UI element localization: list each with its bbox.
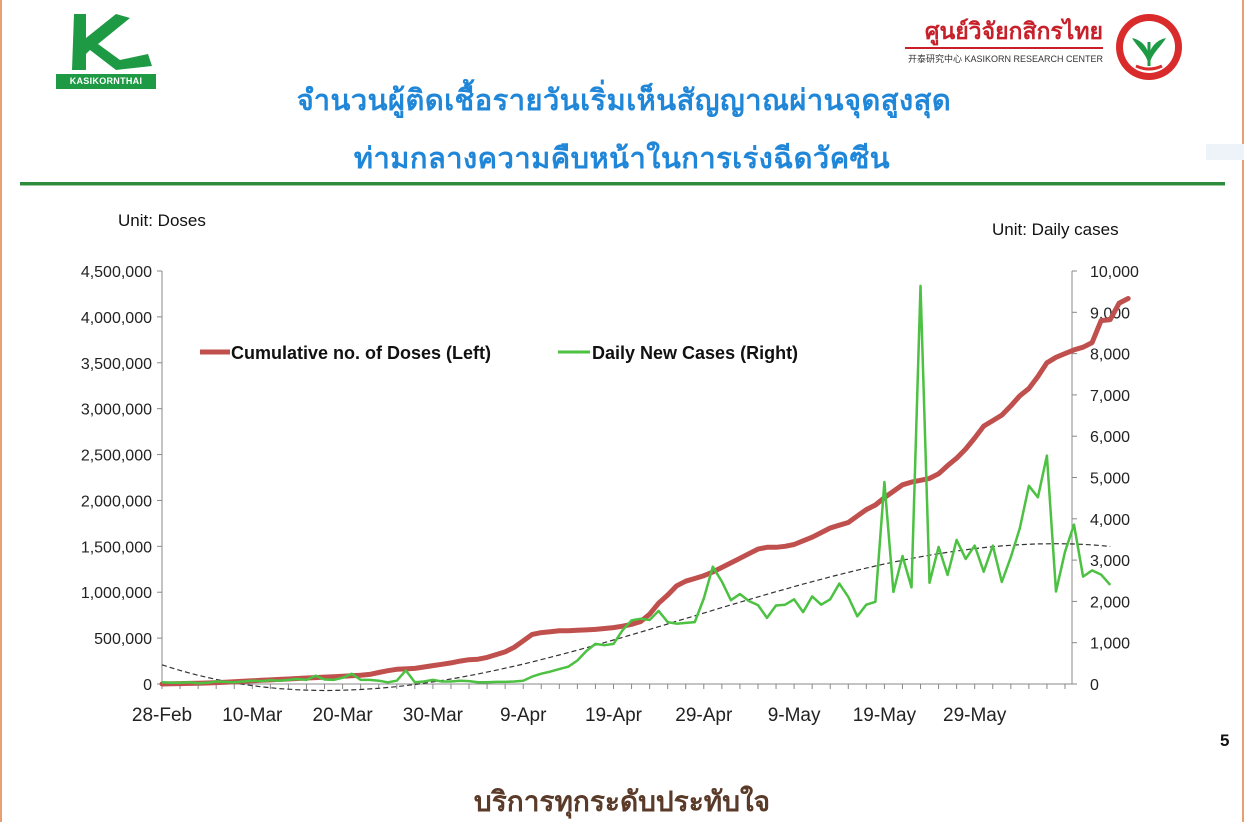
- kasikornthai-wordmark: KASIKORNTHAI: [56, 74, 156, 89]
- slide-title-line2: ท่ามกลางความคืบหน้าในการเร่งฉีดวัคซีน: [353, 141, 891, 175]
- footer-tagline: บริการทุกระดับประทับใจ: [473, 785, 771, 818]
- slide-title-line1: จำนวนผู้ติดเชื้อรายวันเริ่มเห็นสัญญาณผ่า…: [296, 83, 952, 117]
- page-number: 5: [1220, 731, 1230, 750]
- right-y-tick-label: 6,000: [1090, 429, 1130, 446]
- x-tick-label: 20-Mar: [313, 705, 374, 726]
- x-tick-label: 28-Feb: [132, 705, 192, 726]
- doses-cases-chart: Unit: Doses Unit: Daily cases 0 500,000 1,…: [81, 211, 1139, 726]
- right-y-tick-label: 2,000: [1090, 594, 1130, 611]
- left-y-tick-label: 2,500,000: [81, 448, 152, 465]
- research-center-subtitle: 开泰研究中心 KASIKORN RESEARCH CENTER: [907, 54, 1103, 64]
- x-tick-label: 9-Apr: [500, 705, 547, 726]
- right-y-tick-label: 8,000: [1090, 347, 1130, 364]
- right-y-tick-label: 10,000: [1090, 264, 1139, 281]
- left-y-tick-label: 1,500,000: [81, 539, 152, 556]
- right-y-tick-label: 3,000: [1090, 553, 1130, 570]
- right-y-tick-label: 0: [1090, 677, 1099, 694]
- left-y-tick-label: 4,500,000: [81, 264, 152, 281]
- series-line-daily-cases: [161, 284, 1112, 685]
- header-divider-shadow: [20, 185, 1225, 186]
- kasikornthai-logo: KASIKORNTHAI: [56, 8, 156, 90]
- research-center-rule: [905, 47, 1103, 49]
- axes: 0 500,000 1,000,000 1,500,000 2,000,000 2,500…: [81, 264, 1139, 726]
- left-y-tick-label: 3,500,000: [81, 356, 152, 373]
- x-tick-label: 29-May: [943, 705, 1007, 726]
- x-tick-label: 19-Apr: [585, 705, 643, 726]
- slide-nav-indicator: [1206, 144, 1244, 160]
- left-y-tick-label: 4,000,000: [81, 310, 152, 327]
- kasikorn-seal-icon: [1116, 14, 1182, 80]
- legend: Cumulative no. of Doses (Left) Daily New…: [200, 343, 798, 363]
- left-y-tick-label: 3,000,000: [81, 402, 152, 419]
- left-y-tick-label: 500,000: [94, 631, 152, 648]
- x-tick-label: 30-Mar: [403, 705, 464, 726]
- x-tick-label: 19-May: [853, 705, 917, 726]
- left-y-tick-label: 2,000,000: [81, 493, 152, 510]
- kasikornthai-k-icon: [72, 14, 152, 70]
- slide-border-left: [0, 0, 2, 822]
- right-y-tick-label: 5,000: [1090, 471, 1130, 488]
- trend-line: [161, 543, 1111, 692]
- slide-border-right: [1242, 0, 1244, 822]
- x-tick-label: 9-May: [768, 705, 821, 726]
- x-tick-label: 10-Mar: [222, 705, 283, 726]
- series-line-doses: [159, 296, 1131, 687]
- legend-label-doses: Cumulative no. of Doses (Left): [231, 343, 491, 363]
- right-unit-label: Unit: Daily cases: [992, 220, 1119, 239]
- right-y-tick-label: 9,000: [1090, 305, 1130, 322]
- legend-label-cases: Daily New Cases (Right): [592, 343, 798, 363]
- right-y-tick-label: 4,000: [1090, 512, 1130, 529]
- right-y-tick-label: 1,000: [1090, 636, 1130, 653]
- right-y-tick-label: 7,000: [1090, 388, 1130, 405]
- left-unit-label: Unit: Doses: [118, 211, 206, 230]
- left-y-tick-label: 0: [143, 677, 152, 694]
- research-center-name: ศูนย์วิจัยกสิกรไทย: [924, 19, 1103, 45]
- header-divider: [20, 182, 1225, 185]
- left-y-tick-label: 1,000,000: [81, 585, 152, 602]
- x-tick-label: 29-Apr: [675, 705, 733, 726]
- series: [159, 284, 1131, 692]
